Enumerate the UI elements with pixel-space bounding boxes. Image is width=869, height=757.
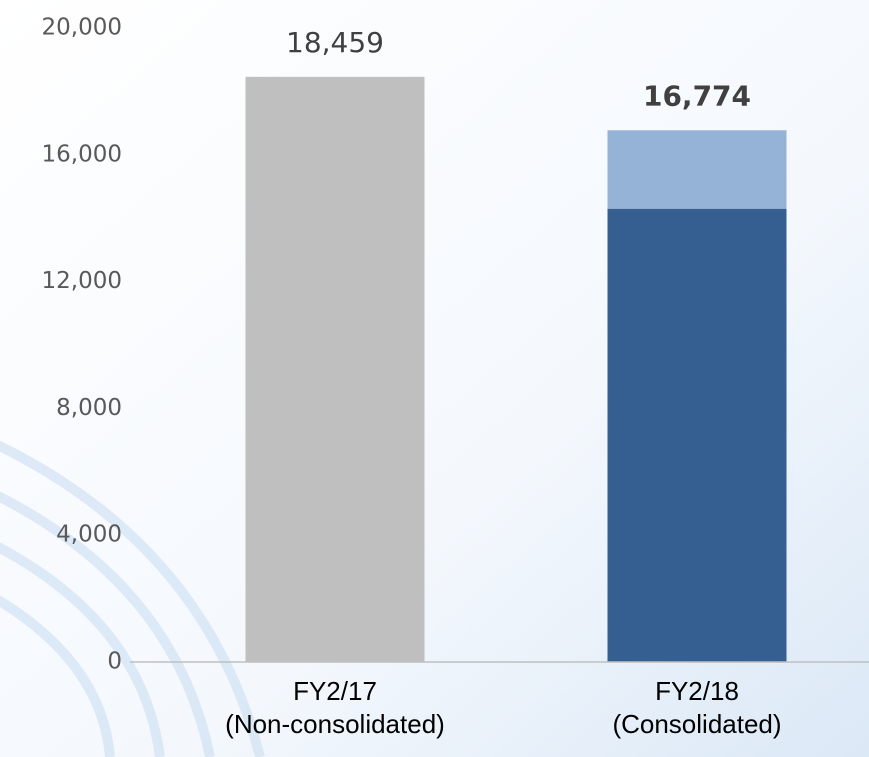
x-tick-label: FY2/18	[655, 676, 739, 706]
x-tick-label: FY2/17	[293, 676, 377, 706]
x-tick-label: (Non-consolidated)	[225, 709, 445, 739]
y-tick-label: 16,000	[42, 141, 122, 167]
y-tick-label: 0	[107, 649, 122, 675]
bar-segment	[607, 208, 787, 662]
y-tick-label: 8,000	[56, 395, 122, 421]
x-tick-label: (Consolidated)	[612, 709, 781, 739]
total-label: 16,774	[643, 79, 751, 112]
decoration	[0, 440, 265, 757]
bar-segment	[607, 130, 787, 209]
y-tick-label: 20,000	[42, 15, 122, 41]
total-label: 18,459	[286, 26, 384, 59]
y-tick-label: 12,000	[42, 268, 122, 294]
y-tick-label: 4,000	[56, 522, 122, 548]
bar-segment	[245, 76, 425, 662]
